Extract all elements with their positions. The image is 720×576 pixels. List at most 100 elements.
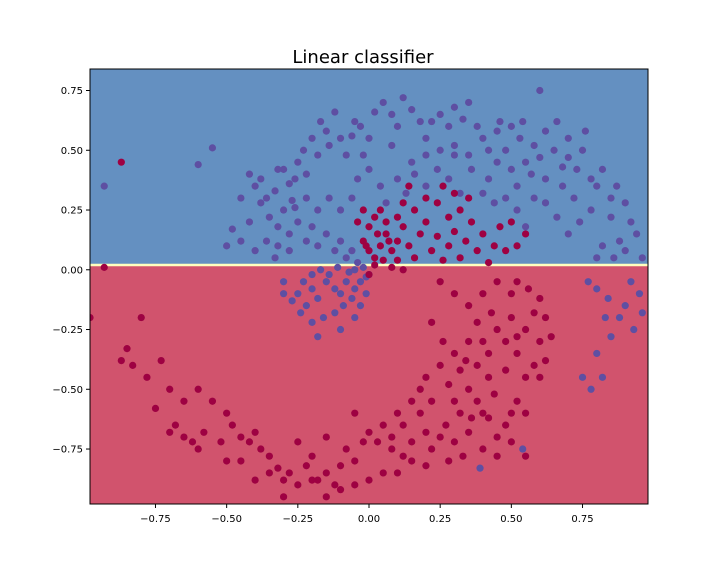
data-point [245, 218, 254, 226]
data-point [558, 163, 567, 171]
data-point [484, 349, 493, 358]
data-point [621, 199, 629, 207]
data-point [291, 175, 299, 183]
data-point [345, 268, 353, 276]
data-point [456, 254, 464, 262]
data-point [473, 122, 481, 130]
data-point [331, 247, 339, 255]
data-point [484, 259, 493, 267]
data-point [598, 165, 607, 173]
data-point [459, 452, 467, 460]
data-point [382, 199, 390, 207]
data-point [308, 318, 316, 326]
data-point [445, 213, 453, 221]
data-point [465, 337, 473, 346]
data-point [578, 373, 587, 381]
data-point [467, 414, 476, 422]
data-point [627, 218, 635, 226]
data-point [450, 349, 459, 358]
data-point [237, 433, 245, 441]
x-tick-label: 0.75 [571, 514, 593, 525]
data-point [257, 199, 265, 207]
data-point [265, 213, 273, 221]
data-point [607, 194, 615, 202]
y-axis: 0.75 0.50 0.25 0.00 −0.25 −0.50 −0.75 [52, 86, 90, 456]
data-point [388, 433, 396, 441]
x-tick-label: 0.50 [500, 514, 522, 525]
y-tick-label: −0.25 [52, 325, 83, 336]
data-point [519, 445, 527, 453]
data-point [521, 230, 530, 238]
data-point [598, 242, 607, 250]
data-point [507, 438, 515, 446]
data-point [331, 309, 339, 317]
data-point [285, 230, 293, 238]
data-point [610, 254, 618, 262]
data-point [433, 165, 441, 173]
data-point [376, 182, 384, 190]
data-point [456, 189, 464, 197]
data-point [462, 237, 470, 245]
data-point [336, 325, 345, 334]
data-point [365, 223, 373, 231]
data-point [393, 213, 402, 221]
data-point [513, 333, 521, 341]
data-point [587, 175, 595, 183]
y-tick-label: 0.00 [61, 265, 83, 276]
data-point [166, 428, 174, 436]
data-point [513, 242, 521, 250]
data-point [502, 247, 510, 255]
data-point [521, 452, 530, 460]
data-point [123, 345, 131, 353]
data-point [351, 409, 359, 417]
plot-area [89, 68, 649, 505]
data-point [137, 313, 145, 322]
data-point [322, 127, 330, 135]
data-point [322, 278, 330, 286]
data-point [308, 223, 316, 231]
data-point [564, 153, 572, 162]
data-point [194, 161, 202, 169]
data-point [422, 182, 430, 190]
data-point [359, 263, 367, 271]
data-point [439, 182, 447, 190]
data-point [342, 445, 350, 453]
data-point [576, 218, 584, 226]
data-point [550, 146, 558, 154]
data-point [200, 428, 208, 436]
data-point [336, 486, 345, 494]
data-point [351, 457, 359, 465]
data-point [356, 122, 365, 130]
data-point [314, 242, 322, 250]
data-point [408, 106, 416, 114]
data-point [541, 127, 550, 135]
data-point [393, 469, 402, 477]
data-point [621, 302, 629, 310]
data-point [473, 397, 481, 405]
data-point [615, 313, 624, 322]
data-point [422, 194, 430, 202]
data-point [507, 165, 515, 173]
data-point [587, 385, 595, 393]
data-point [371, 108, 379, 116]
data-point [536, 294, 544, 303]
data-point [450, 151, 459, 159]
data-point [314, 294, 322, 303]
data-point [151, 404, 160, 412]
data-point [399, 223, 407, 231]
data-point [180, 397, 188, 405]
data-point [507, 122, 515, 130]
data-point [536, 337, 544, 346]
data-point [365, 476, 373, 484]
data-point [382, 230, 390, 238]
data-point [354, 175, 362, 183]
data-point [325, 270, 333, 279]
data-point [294, 158, 302, 166]
data-point [314, 206, 322, 214]
data-point [593, 349, 601, 358]
data-point [351, 266, 359, 274]
data-point [314, 476, 322, 484]
data-point [467, 165, 476, 173]
data-point [393, 237, 402, 245]
data-point [100, 182, 108, 190]
